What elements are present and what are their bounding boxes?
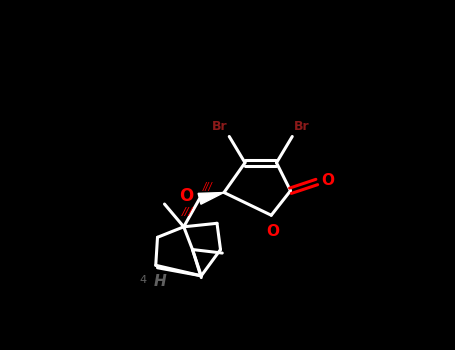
Text: ///: ///	[182, 206, 193, 217]
Polygon shape	[198, 193, 224, 204]
Text: O: O	[179, 187, 193, 205]
Text: O: O	[321, 173, 334, 188]
Text: O: O	[267, 224, 279, 239]
Text: 4: 4	[140, 275, 147, 285]
Text: Br: Br	[294, 120, 309, 133]
Text: ///: ///	[203, 182, 213, 192]
Text: Br: Br	[212, 120, 228, 133]
Text: H: H	[154, 274, 167, 289]
